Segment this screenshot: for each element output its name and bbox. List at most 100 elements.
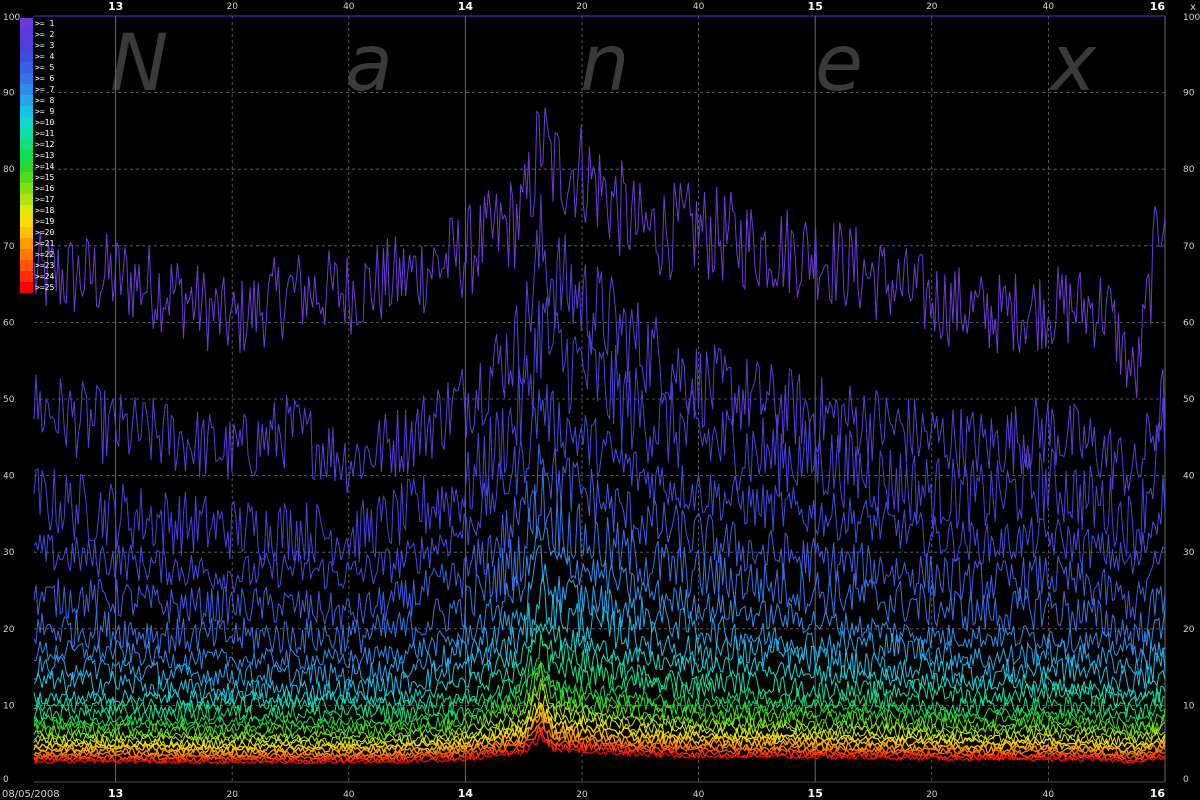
y-tick-label-right: 70 xyxy=(1183,242,1195,252)
y-tick-label-right: 30 xyxy=(1183,548,1195,558)
legend-label: >=21 xyxy=(35,239,54,248)
legend-label: >= 4 xyxy=(35,52,54,61)
legend-label: >=24 xyxy=(35,272,54,281)
legend-swatch xyxy=(20,139,33,150)
series-line xyxy=(33,702,1166,752)
x-tick-label-bottom: 20 xyxy=(226,790,238,800)
y-tick-label-right: 90 xyxy=(1183,89,1195,99)
legend-swatch xyxy=(20,260,33,271)
legend-swatch xyxy=(20,271,33,282)
x-tick-label-top: 40 xyxy=(693,2,705,12)
x-tick-label-bottom: 40 xyxy=(343,790,355,800)
legend-label: >= 1 xyxy=(35,19,54,28)
watermark-letter: a xyxy=(345,19,393,109)
y-tick-label-right: 50 xyxy=(1183,395,1195,405)
legend-label: >=23 xyxy=(35,261,54,270)
legend-label: >=10 xyxy=(35,118,54,127)
x-tick-label-bottom: 16 xyxy=(1150,787,1166,800)
legend-label: >= 5 xyxy=(35,63,54,72)
y-tick-label-left: 60 xyxy=(3,318,15,328)
series-line xyxy=(33,193,1166,496)
legend-label: >= 6 xyxy=(35,74,54,83)
series-line xyxy=(33,107,1166,399)
x-tick-label-top: 14 xyxy=(458,0,474,13)
x-tick-label-top: 40 xyxy=(343,2,355,12)
legend-label: >=19 xyxy=(35,217,54,226)
legend-swatch xyxy=(20,95,33,106)
legend-swatch xyxy=(20,282,33,293)
legend-swatch xyxy=(20,205,33,216)
x-tick-label-top: 13 xyxy=(108,0,123,13)
y-tick-label-right: 80 xyxy=(1183,165,1195,175)
series-line xyxy=(33,633,1166,724)
series-line xyxy=(33,545,1166,688)
y-tick-label-left: 20 xyxy=(3,625,15,635)
legend-label: >=17 xyxy=(35,195,54,204)
x-tick-label-top: 15 xyxy=(808,0,823,13)
legend-swatch xyxy=(20,150,33,161)
legend-label: >=25 xyxy=(35,283,54,292)
legend-swatch xyxy=(20,249,33,260)
legend-swatch xyxy=(20,84,33,95)
legend-label: >=13 xyxy=(35,151,54,160)
x-tick-label-bottom: 40 xyxy=(1043,790,1055,800)
watermark-letter: N xyxy=(110,19,168,109)
x-tick-label-bottom: 40 xyxy=(693,790,705,800)
y-tick-label-right: 20 xyxy=(1183,625,1195,635)
y-tick-label-left: 80 xyxy=(3,165,15,175)
legend-swatch xyxy=(20,29,33,40)
y-tick-label-right: 0 xyxy=(1183,775,1189,785)
y-tick-label-left: 100 xyxy=(3,13,20,23)
legend-swatch xyxy=(20,183,33,194)
legend: >= 1 >= 2 >= 3 >= 4 >= 5 >= 6 >= 7 >= 8 >= 9 >=10… xyxy=(20,18,54,293)
y-tick-label-left: 40 xyxy=(3,472,15,482)
series-line xyxy=(33,718,1166,759)
legend-label: >=20 xyxy=(35,228,54,237)
legend-swatch xyxy=(20,18,33,29)
legend-swatch xyxy=(20,40,33,51)
legend-label: >= 2 xyxy=(35,30,54,39)
legend-label: >=15 xyxy=(35,173,54,182)
legend-swatch xyxy=(20,161,33,172)
y-tick-label-right: 10 xyxy=(1183,701,1195,711)
x-tick-label-bottom: 20 xyxy=(926,790,938,800)
legend-label: >=18 xyxy=(35,206,54,215)
series-line xyxy=(33,712,1166,758)
date-label: 08/05/2008 xyxy=(2,789,60,800)
series-line xyxy=(33,525,1166,671)
series-line xyxy=(33,726,1166,764)
series-line xyxy=(33,384,1166,593)
x-tick-label-bottom: 20 xyxy=(576,790,588,800)
series-line xyxy=(33,661,1166,727)
x-tick-label-bottom: 15 xyxy=(808,787,823,800)
series-line xyxy=(34,623,1166,716)
y-tick-label-right: 40 xyxy=(1183,472,1195,482)
y-tick-label-left: 50 xyxy=(3,395,15,405)
watermark-letter: x xyxy=(1047,19,1097,109)
series-line xyxy=(33,731,1166,765)
series-line xyxy=(33,296,1166,567)
x-tick-label-bottom: 14 xyxy=(458,787,474,800)
x-tick-label-top: 16 xyxy=(1150,0,1166,13)
series-line xyxy=(33,443,1166,629)
watermark-letter: e xyxy=(815,19,863,109)
y-tick-label-right: 60 xyxy=(1183,318,1195,328)
series-line xyxy=(33,661,1166,740)
legend-label: >=22 xyxy=(35,250,54,259)
corner-label: x xyxy=(1190,2,1196,13)
legend-swatch xyxy=(20,227,33,238)
y-tick-label-left: 30 xyxy=(3,548,15,558)
series-line xyxy=(33,704,1166,755)
y-tick-label-left: 70 xyxy=(3,242,15,252)
y-tick-label-left: 10 xyxy=(3,701,15,711)
axes: 0 0 10 10 20 20 30 30 40 40 50 50 60 60 70 70 80 80 90 90 10… xyxy=(3,0,1200,800)
watermark-letter: n xyxy=(580,19,629,109)
x-tick-label-bottom: 13 xyxy=(108,787,123,800)
legend-label: >= 9 xyxy=(35,107,54,116)
legend-label: >=14 xyxy=(35,162,54,171)
series-lines xyxy=(33,107,1166,765)
x-tick-label-top: 20 xyxy=(576,2,588,12)
legend-swatch xyxy=(20,172,33,183)
series-line xyxy=(33,466,1166,655)
